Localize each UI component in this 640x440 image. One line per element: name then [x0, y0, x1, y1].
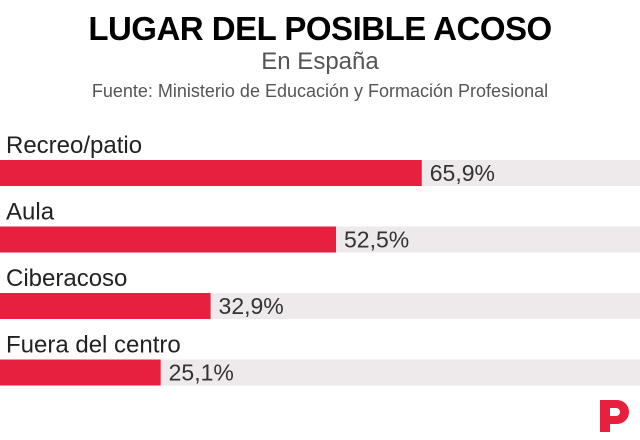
chart-source: Fuente: Ministerio de Educación y Formac… [91, 81, 549, 101]
category-label: Fuera del centro [6, 332, 181, 359]
bar [0, 160, 422, 186]
bar [0, 293, 211, 319]
bar [0, 226, 336, 253]
category-label: Ciberacoso [6, 265, 127, 292]
chart-title: LUGAR DEL POSIBLE ACOSO [88, 10, 552, 47]
value-label: 32,9% [219, 293, 284, 319]
value-label: 65,9% [430, 160, 495, 186]
value-label: 25,1% [169, 360, 234, 386]
value-label: 52,5% [344, 227, 409, 253]
publico-p-logo [600, 400, 629, 432]
category-label: Recreo/patio [6, 132, 142, 159]
chart-subtitle: En España [261, 48, 379, 75]
category-label: Aula [6, 199, 55, 226]
bar [0, 359, 161, 386]
